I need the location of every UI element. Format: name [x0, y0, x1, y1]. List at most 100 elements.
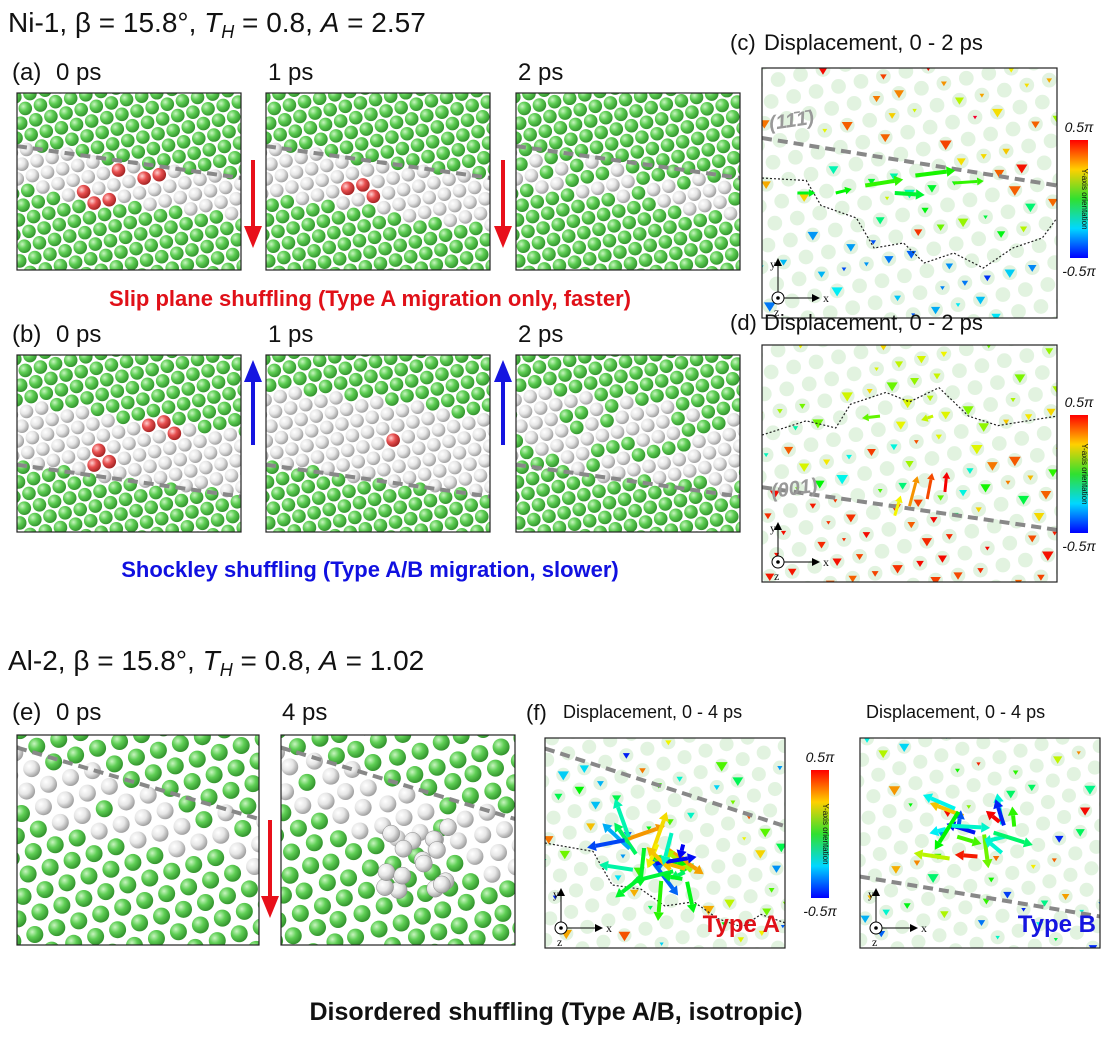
atom	[713, 195, 727, 209]
atom	[3, 105, 17, 119]
faint-atom	[700, 823, 714, 837]
panel-title: Displacement, 0 - 2 ps	[764, 30, 983, 55]
atom	[374, 257, 388, 271]
faint-atom	[819, 184, 834, 199]
faint-atom	[1071, 46, 1086, 61]
faint-atom	[1049, 321, 1064, 336]
faint-atom	[943, 54, 958, 69]
atom	[58, 244, 72, 258]
atom	[710, 72, 724, 86]
atom	[264, 957, 281, 974]
figure: yxz0.5π-0.5πY-axis orientation(11̄1̄)yxz…	[0, 0, 1112, 1040]
atom	[443, 214, 457, 228]
faint-atom	[592, 956, 606, 970]
atom	[430, 382, 444, 396]
panel	[0, 704, 290, 977]
atom	[0, 438, 9, 452]
panel-title: Displacement, 0 - 4 ps	[563, 702, 742, 722]
faint-atom	[959, 71, 974, 86]
faint-atom	[1107, 934, 1112, 948]
atom	[477, 151, 491, 165]
faint-atom	[744, 889, 758, 903]
displacement-marker	[924, 334, 933, 341]
displacement-marker	[743, 249, 747, 252]
atom	[485, 80, 499, 94]
atom	[429, 759, 446, 776]
atom	[600, 414, 614, 428]
atom	[292, 905, 309, 922]
faint-atom	[875, 273, 890, 288]
atom	[204, 446, 218, 460]
atom	[97, 883, 114, 900]
atom	[375, 381, 389, 395]
atom	[65, 132, 79, 146]
atom	[710, 513, 724, 527]
faint-atom	[913, 285, 928, 300]
atom	[604, 358, 618, 372]
atom	[311, 730, 328, 747]
atom	[119, 492, 133, 506]
atom	[655, 112, 669, 126]
atom	[151, 389, 165, 403]
atom	[39, 386, 53, 400]
displacement-marker	[527, 821, 537, 829]
atom	[31, 195, 45, 209]
displacement-marker	[787, 723, 792, 727]
atom	[538, 124, 552, 138]
atom	[471, 745, 488, 762]
atom	[191, 269, 205, 283]
atom	[271, 225, 285, 239]
atom	[92, 906, 109, 923]
faint-atom	[631, 785, 645, 799]
faint-atom	[855, 135, 870, 150]
atom	[720, 84, 734, 98]
faint-atom	[1057, 90, 1072, 105]
atom	[529, 416, 543, 430]
atom	[359, 260, 373, 274]
atom	[80, 868, 97, 885]
faint-atom	[638, 922, 652, 936]
atom	[570, 159, 584, 173]
atom	[49, 357, 63, 371]
displacement-marker	[594, 960, 604, 968]
atom	[661, 138, 675, 152]
faint-atom	[965, 958, 979, 972]
faint-atom	[988, 772, 1002, 786]
axis-z-dot	[776, 560, 780, 564]
faint-atom	[964, 253, 979, 268]
atom	[745, 230, 759, 244]
atom	[427, 176, 441, 190]
faint-atom	[789, 775, 803, 789]
faint-atom	[1084, 861, 1098, 875]
panel-label: (d)	[730, 310, 757, 335]
atom	[206, 766, 223, 783]
atom	[484, 480, 498, 494]
atom	[235, 480, 249, 494]
atom	[633, 489, 647, 503]
atom	[528, 375, 542, 389]
atom	[285, 180, 299, 194]
atom	[168, 427, 182, 441]
atom	[9, 910, 26, 927]
atom	[298, 536, 312, 550]
faint-atom	[971, 231, 986, 246]
atom	[464, 236, 478, 250]
faint-atom	[659, 915, 673, 929]
faint-atom	[1077, 724, 1091, 738]
atom	[267, 501, 281, 515]
faint-atom	[799, 733, 813, 747]
atom	[664, 83, 678, 97]
atom	[282, 498, 296, 512]
atom	[532, 498, 546, 512]
faint-atom	[821, 245, 836, 260]
atom	[323, 103, 337, 117]
atom	[438, 449, 452, 463]
atom	[418, 206, 432, 220]
faint-atom	[850, 774, 864, 788]
atom	[114, 245, 128, 259]
atom	[358, 882, 375, 899]
atom	[0, 520, 11, 534]
atom	[732, 136, 746, 150]
atom	[233, 398, 247, 412]
atom	[435, 105, 449, 119]
